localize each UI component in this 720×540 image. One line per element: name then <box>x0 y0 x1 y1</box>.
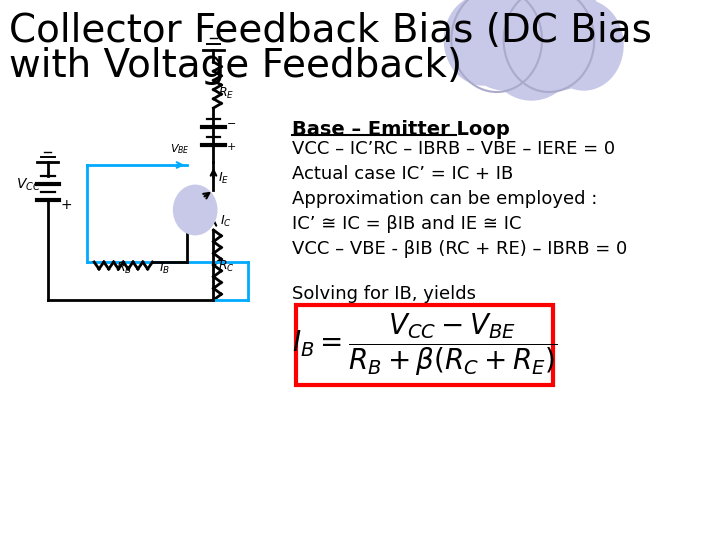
Text: $V_{CC}$: $V_{CC}$ <box>16 177 41 193</box>
Text: $R_E$: $R_E$ <box>218 86 234 101</box>
Circle shape <box>457 0 553 90</box>
FancyBboxPatch shape <box>296 305 553 385</box>
Text: $I_C$: $I_C$ <box>220 214 231 229</box>
Circle shape <box>484 0 580 100</box>
Text: $R_C$: $R_C$ <box>218 259 235 274</box>
Text: Solving for IB, yields: Solving for IB, yields <box>292 285 476 303</box>
Circle shape <box>174 186 216 234</box>
Text: VCC – VBE - βIB (RC + RE) – IBRB = 0: VCC – VBE - βIB (RC + RE) – IBRB = 0 <box>292 240 627 258</box>
Text: IC’ ≅ IC = βIB and IE ≅ IC: IC’ ≅ IC = βIB and IE ≅ IC <box>292 215 521 233</box>
Text: +: + <box>61 198 73 212</box>
Text: VCC – IC’RC – IBRB – VBE – IERE = 0: VCC – IC’RC – IBRB – VBE – IERE = 0 <box>292 140 615 158</box>
Text: −: − <box>227 119 236 129</box>
Circle shape <box>510 0 606 90</box>
Text: $V_{BE}$: $V_{BE}$ <box>170 142 190 156</box>
Text: Collector Feedback Bias (DC Bias: Collector Feedback Bias (DC Bias <box>9 12 652 50</box>
Text: Approximation can be employed :: Approximation can be employed : <box>292 190 598 208</box>
Text: $I_B$: $I_B$ <box>159 261 171 276</box>
Text: Base – Emitter Loop: Base – Emitter Loop <box>292 120 510 139</box>
Text: with Voltage Feedback): with Voltage Feedback) <box>9 47 462 85</box>
Text: $R_B$: $R_B$ <box>116 261 132 276</box>
Text: $I_E$: $I_E$ <box>218 171 229 186</box>
Circle shape <box>444 0 523 85</box>
Circle shape <box>544 0 623 90</box>
Text: Actual case IC’ = IC + IB: Actual case IC’ = IC + IB <box>292 165 513 183</box>
Text: $I_B = \dfrac{V_{CC} - V_{BE}}{R_B + \beta(R_C + R_E)}$: $I_B = \dfrac{V_{CC} - V_{BE}}{R_B + \be… <box>292 312 557 378</box>
Text: +: + <box>227 142 236 152</box>
